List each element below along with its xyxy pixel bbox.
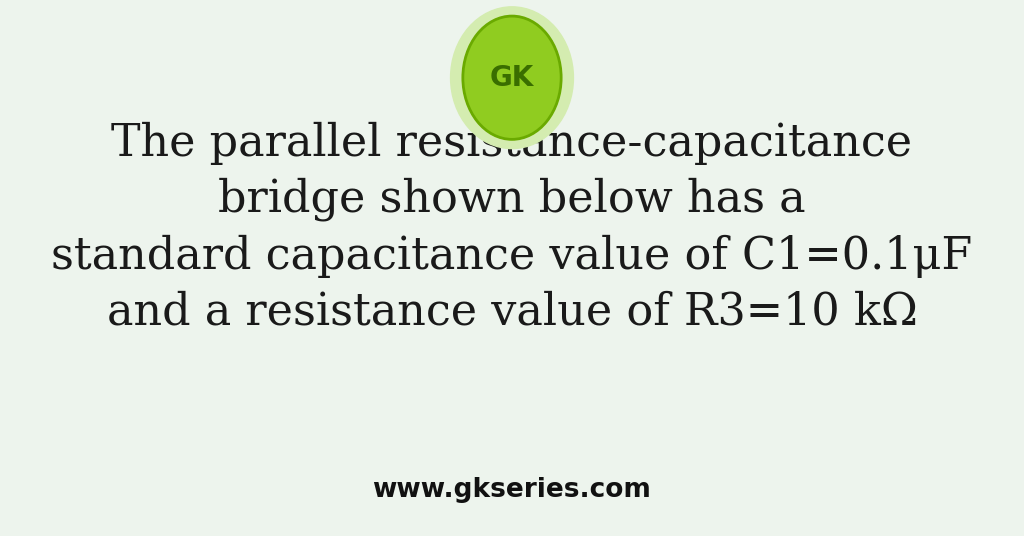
Ellipse shape <box>463 16 561 139</box>
Text: bridge shown below has a: bridge shown below has a <box>218 178 806 221</box>
Ellipse shape <box>451 7 573 148</box>
Text: GK: GK <box>489 64 535 92</box>
Text: standard capacitance value of C1=0.1μF: standard capacitance value of C1=0.1μF <box>51 234 973 278</box>
Text: www.gkseries.com: www.gkseries.com <box>373 478 651 503</box>
Text: The parallel resistance-capacitance: The parallel resistance-capacitance <box>112 122 912 165</box>
Text: and a resistance value of R3=10 kΩ: and a resistance value of R3=10 kΩ <box>106 291 918 334</box>
